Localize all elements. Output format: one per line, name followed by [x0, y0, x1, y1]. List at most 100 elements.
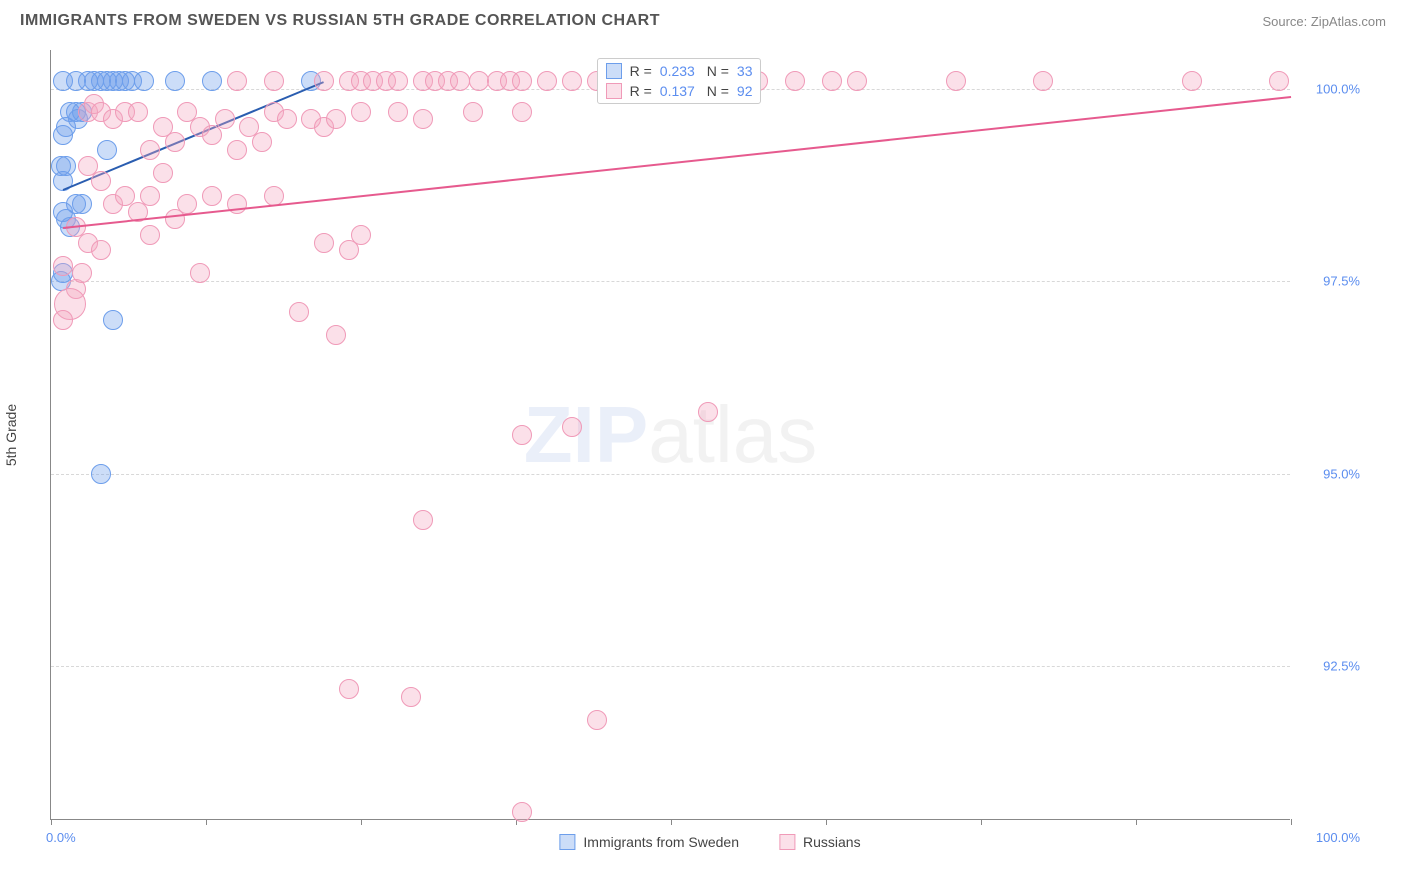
x-tick [1291, 819, 1292, 825]
scatter-point-russians [562, 417, 582, 437]
scatter-point-russians [822, 71, 842, 91]
x-tick [361, 819, 362, 825]
corr-r-value: 0.137 [660, 83, 695, 99]
y-tick-label: 95.0% [1300, 466, 1360, 481]
corr-row-russians: R = 0.137 N = 92 [600, 81, 759, 101]
corr-r-value: 0.233 [660, 63, 695, 79]
scatter-point-russians [314, 71, 334, 91]
watermark-bold: ZIP [524, 390, 648, 479]
scatter-point-russians [1033, 71, 1053, 91]
correlation-box: R = 0.233 N = 33 R = 0.137 N = 92 [597, 58, 762, 104]
scatter-point-russians [72, 263, 92, 283]
scatter-point-russians [388, 102, 408, 122]
legend-item: Immigrants from Sweden [559, 834, 739, 850]
scatter-point-russians [215, 109, 235, 129]
scatter-point-russians [512, 802, 532, 822]
gridline [51, 281, 1290, 282]
scatter-point-russians [587, 710, 607, 730]
scatter-point-russians [140, 186, 160, 206]
x-label-right: 100.0% [1316, 830, 1360, 845]
scatter-point-russians [946, 71, 966, 91]
scatter-point-russians [326, 325, 346, 345]
legend-swatch [559, 834, 575, 850]
legend-label: Russians [803, 834, 861, 850]
source-name: ZipAtlas.com [1311, 14, 1386, 29]
gridline [51, 666, 1290, 667]
scatter-point-russians [351, 225, 371, 245]
scatter-point-russians [537, 71, 557, 91]
x-tick [1136, 819, 1137, 825]
chart-area: ZIPatlas 5th Grade 92.5%95.0%97.5%100.0%… [50, 50, 1370, 820]
scatter-point-russians [91, 240, 111, 260]
corr-n-label: N = [703, 63, 729, 79]
scatter-point-russians [190, 263, 210, 283]
corr-r-label: R = [630, 83, 652, 99]
legend-label: Immigrants from Sweden [583, 834, 739, 850]
scatter-point-russians [252, 132, 272, 152]
legend: Immigrants from Sweden Russians [559, 834, 860, 850]
x-tick [206, 819, 207, 825]
corr-r-label: R = [630, 63, 652, 79]
scatter-point-russians [128, 102, 148, 122]
corr-row-sweden: R = 0.233 N = 33 [600, 61, 759, 81]
corr-n-value: 92 [737, 83, 753, 99]
scatter-point-russians [165, 132, 185, 152]
header: IMMIGRANTS FROM SWEDEN VS RUSSIAN 5TH GR… [20, 12, 1386, 30]
scatter-point-russians [450, 71, 470, 91]
scatter-point-russians [698, 402, 718, 422]
corr-swatch-russians [606, 83, 622, 99]
plot: ZIPatlas 5th Grade 92.5%95.0%97.5%100.0%… [50, 50, 1290, 820]
scatter-point-russians [165, 209, 185, 229]
scatter-point-russians [413, 510, 433, 530]
x-tick [671, 819, 672, 825]
y-tick-label: 92.5% [1300, 659, 1360, 674]
scatter-point-russians [401, 687, 421, 707]
x-tick [981, 819, 982, 825]
scatter-point-russians [1269, 71, 1289, 91]
scatter-point-russians [91, 171, 111, 191]
scatter-point-russians [227, 71, 247, 91]
scatter-point-russians [388, 71, 408, 91]
scatter-point-russians [1182, 71, 1202, 91]
corr-n-label: N = [703, 83, 729, 99]
scatter-point-russians [314, 233, 334, 253]
scatter-point-russians [53, 256, 73, 276]
y-tick-label: 100.0% [1300, 81, 1360, 96]
scatter-point-sweden [97, 140, 117, 160]
scatter-point-sweden [91, 464, 111, 484]
scatter-point-russians [512, 102, 532, 122]
scatter-point-russians [153, 163, 173, 183]
scatter-point-russians [469, 71, 489, 91]
scatter-point-russians [140, 225, 160, 245]
scatter-point-sweden [103, 310, 123, 330]
scatter-point-sweden [202, 71, 222, 91]
chart-title: IMMIGRANTS FROM SWEDEN VS RUSSIAN 5TH GR… [20, 12, 660, 30]
y-axis-title: 5th Grade [3, 403, 19, 465]
x-tick [826, 819, 827, 825]
scatter-point-russians [512, 425, 532, 445]
scatter-point-russians [140, 140, 160, 160]
x-label-left: 0.0% [46, 830, 76, 845]
corr-n-value: 33 [737, 63, 753, 79]
legend-item: Russians [779, 834, 861, 850]
page: IMMIGRANTS FROM SWEDEN VS RUSSIAN 5TH GR… [0, 0, 1406, 892]
scatter-point-russians [326, 109, 346, 129]
scatter-point-russians [463, 102, 483, 122]
scatter-point-sweden [56, 117, 76, 137]
scatter-point-russians [227, 140, 247, 160]
source: Source: ZipAtlas.com [1262, 14, 1386, 29]
x-tick [51, 819, 52, 825]
gridline [51, 474, 1290, 475]
scatter-point-russians [413, 109, 433, 129]
y-tick-label: 97.5% [1300, 274, 1360, 289]
scatter-point-russians [512, 71, 532, 91]
scatter-point-russians [277, 109, 297, 129]
scatter-point-russians [202, 186, 222, 206]
scatter-point-russians [351, 102, 371, 122]
source-prefix: Source: [1262, 14, 1310, 29]
scatter-point-sweden [134, 71, 154, 91]
scatter-point-russians [562, 71, 582, 91]
scatter-point-sweden [165, 71, 185, 91]
scatter-point-russians [264, 71, 284, 91]
scatter-point-russians [847, 71, 867, 91]
